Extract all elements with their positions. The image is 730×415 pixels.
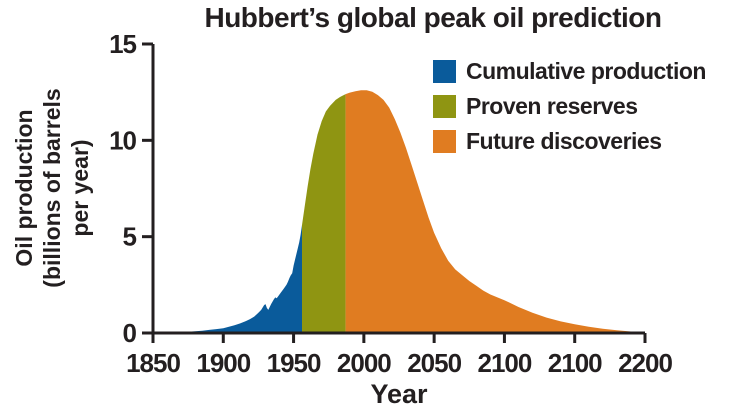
x-tick-label: 2000 [337, 348, 391, 378]
x-tick-label: 2100 [548, 348, 602, 378]
legend-item-cumulative-production: Cumulative production [433, 58, 706, 84]
legend: Cumulative production Proven reserves Fu… [433, 58, 706, 165]
x-tick-label: 1850 [126, 348, 180, 378]
x-tick-label: 1900 [196, 348, 250, 378]
legend-label: Proven reserves [466, 93, 638, 119]
x-axis-label: Year [370, 379, 428, 409]
future-discoveries-swatch [433, 130, 456, 153]
y-tick-label: 15 [109, 29, 136, 59]
legend-item-future-discoveries: Future discoveries [433, 128, 706, 154]
cumulative-production-swatch [433, 60, 456, 83]
proven-reserves-swatch [433, 95, 456, 118]
x-tick-label: 2100 [478, 348, 532, 378]
y-tick-label: 10 [109, 125, 136, 155]
legend-label: Cumulative production [466, 58, 706, 84]
y-tick-label: 0 [123, 318, 137, 348]
x-tick-label: 1950 [267, 348, 321, 378]
legend-label: Future discoveries [466, 128, 662, 154]
legend-item-proven-reserves: Proven reserves [433, 93, 706, 119]
y-tick-label: 5 [123, 222, 137, 252]
chart-title: Hubbert’s global peak oil prediction [204, 2, 662, 33]
x-tick-label: 2050 [407, 348, 461, 378]
x-tick-label: 2200 [618, 348, 672, 378]
